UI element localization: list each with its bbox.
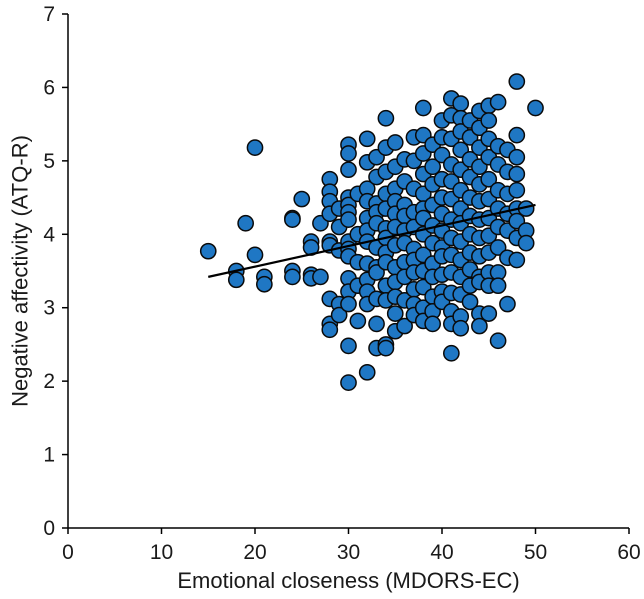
scatter-point <box>199 242 217 260</box>
y-tick-label: 1 <box>43 444 55 467</box>
scatter-point <box>508 73 526 90</box>
y-axis-title: Negative affectivity (ATQ-R) <box>8 135 33 407</box>
scatter-point <box>368 264 385 281</box>
scatter-point <box>508 251 526 269</box>
scatter-point <box>340 374 357 391</box>
scatter-point <box>480 305 498 322</box>
scatter-point <box>284 268 301 286</box>
y-tick-label: 7 <box>43 3 55 26</box>
trend-line <box>208 203 536 278</box>
x-axis-title: Emotional closeness (MDORS-EC) <box>177 568 519 593</box>
scatter-point <box>527 99 544 117</box>
scatter-point <box>340 145 357 162</box>
scatter-point <box>237 214 254 232</box>
scatter-point <box>508 181 526 199</box>
x-tick-label: 0 <box>62 541 74 564</box>
y-tick-label: 0 <box>43 517 55 540</box>
scatter-point <box>340 295 357 313</box>
scatter-point <box>246 246 264 264</box>
scatter-point <box>508 148 526 166</box>
y-tick-label: 3 <box>43 297 55 320</box>
scatter-point <box>377 109 395 127</box>
scatter-point <box>349 312 367 330</box>
scatter-point <box>489 93 507 111</box>
x-tick-label: 40 <box>430 541 453 564</box>
scatter-point <box>508 126 526 144</box>
scatter-point <box>452 319 470 337</box>
scatter-point <box>461 293 479 311</box>
scatter-point <box>386 134 404 151</box>
scatter-point <box>227 271 245 289</box>
scatter-point <box>452 95 470 112</box>
scatter-point <box>517 234 535 252</box>
y-tick-label: 5 <box>43 150 55 173</box>
y-tick-label: 4 <box>43 223 55 246</box>
scatter-point <box>330 306 348 324</box>
scatter-point <box>340 211 357 228</box>
y-tick-label: 2 <box>43 370 55 393</box>
scatter-point <box>480 112 498 129</box>
scatter-point <box>386 305 404 322</box>
scatter-point <box>499 295 516 313</box>
scatter-point <box>443 344 460 362</box>
scatter-point <box>508 165 526 183</box>
scatter-point <box>358 363 376 381</box>
scatter-points <box>199 73 544 391</box>
x-axis-ticks: 0 10 20 30 40 50 60 <box>62 528 641 564</box>
scatter-point <box>358 130 376 148</box>
scatter-point <box>377 339 395 357</box>
scatter-point <box>489 239 507 256</box>
y-tick-label: 6 <box>43 76 55 99</box>
scatter-point <box>284 211 301 228</box>
x-tick-label: 50 <box>524 541 547 564</box>
scatter-point <box>368 315 385 333</box>
scatter-point <box>424 158 441 176</box>
x-tick-label: 60 <box>617 541 640 564</box>
y-axis-ticks: 0 1 2 3 4 5 6 7 <box>43 3 68 540</box>
scatter-point <box>293 190 311 208</box>
scatter-point <box>312 268 329 286</box>
scatter-point <box>489 332 507 350</box>
scatter-point <box>489 277 507 295</box>
x-tick-label: 30 <box>337 541 360 564</box>
scatter-point <box>471 317 488 335</box>
x-tick-label: 10 <box>150 541 173 564</box>
scatter-point <box>340 161 357 179</box>
x-tick-label: 20 <box>243 541 266 564</box>
scatter-point <box>480 170 498 188</box>
scatter-point <box>256 275 273 293</box>
scatter-point <box>414 99 432 117</box>
scatter-point <box>396 317 413 335</box>
scatter-point <box>424 315 441 333</box>
scatter-point <box>340 337 357 355</box>
scatter-point <box>321 321 339 339</box>
scatter-point <box>246 139 264 156</box>
